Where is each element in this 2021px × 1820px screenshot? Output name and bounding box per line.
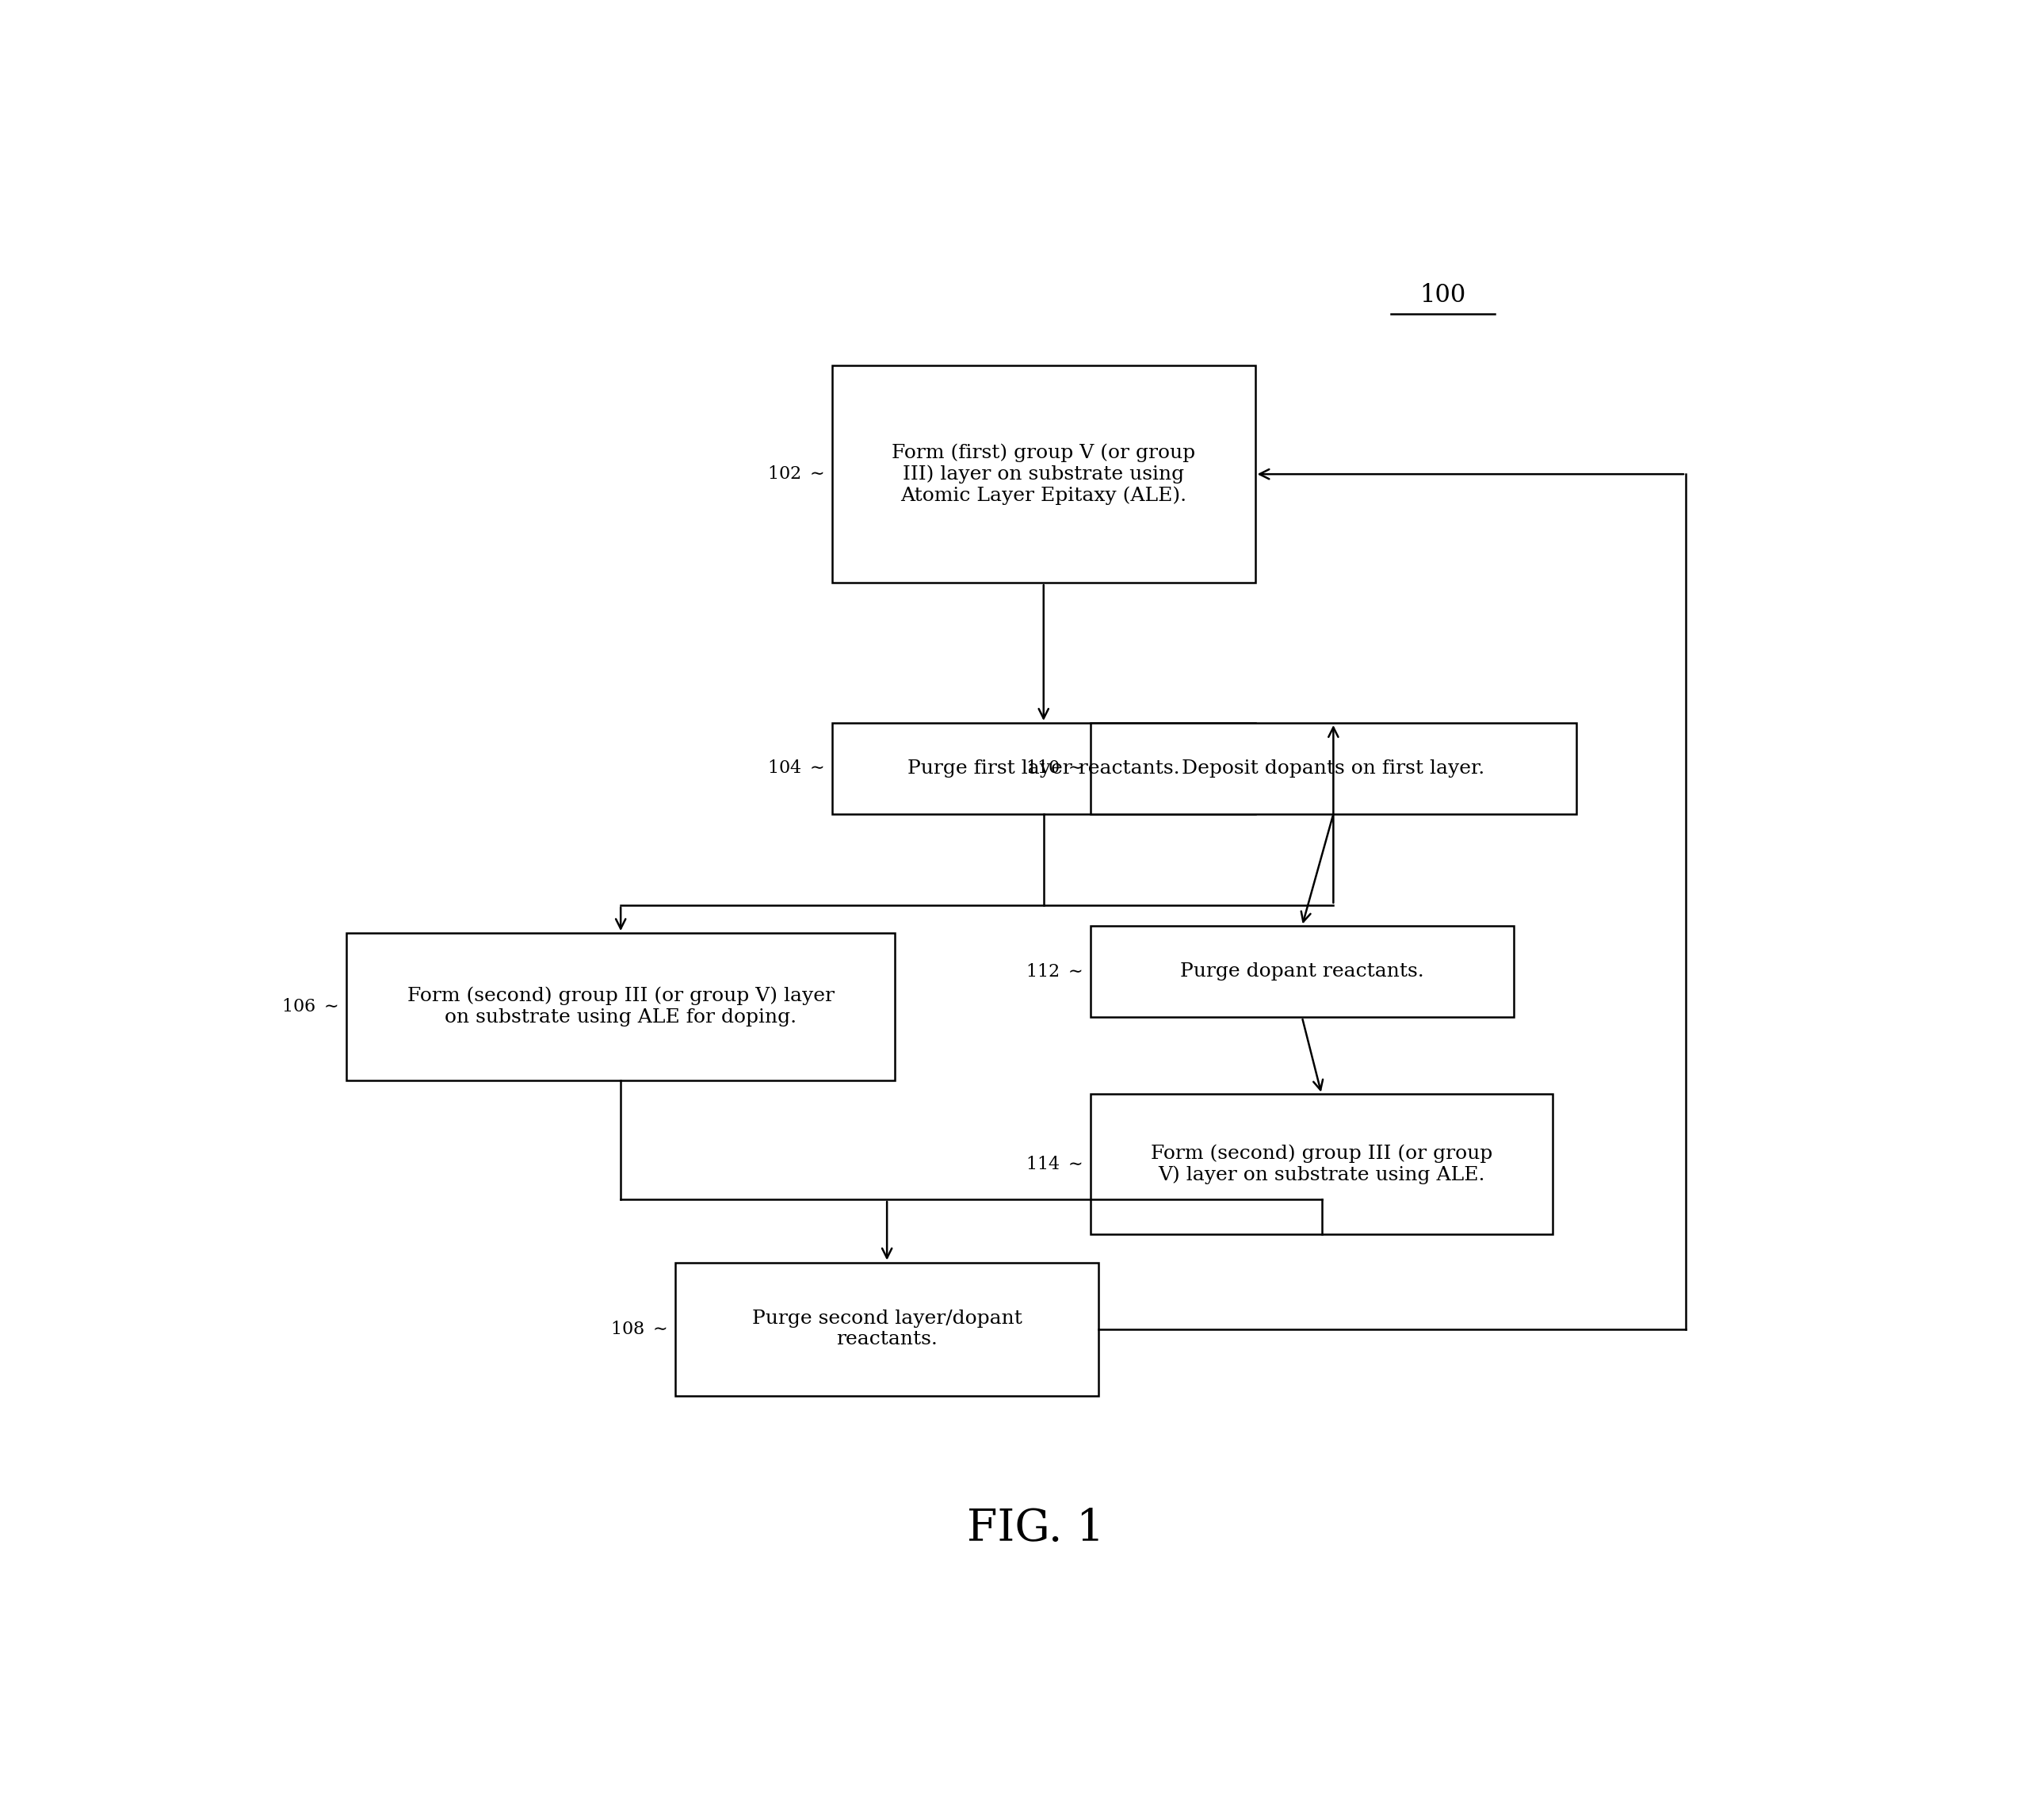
FancyBboxPatch shape (833, 723, 1255, 814)
FancyBboxPatch shape (348, 934, 895, 1081)
Text: FIG. 1: FIG. 1 (968, 1507, 1103, 1551)
Text: 114 $\sim$: 114 $\sim$ (1025, 1156, 1083, 1174)
FancyBboxPatch shape (1091, 926, 1514, 1017)
FancyBboxPatch shape (833, 366, 1255, 582)
Text: 102 $\sim$: 102 $\sim$ (768, 466, 825, 482)
FancyBboxPatch shape (1091, 723, 1576, 814)
Text: Form (second) group III (or group
V) layer on substrate using ALE.: Form (second) group III (or group V) lay… (1150, 1145, 1491, 1185)
Text: Purge second layer/dopant
reactants.: Purge second layer/dopant reactants. (752, 1309, 1023, 1349)
Text: 112 $\sim$: 112 $\sim$ (1025, 963, 1083, 981)
Text: 100: 100 (1421, 284, 1465, 308)
FancyBboxPatch shape (1091, 1094, 1552, 1234)
Text: Purge dopant reactants.: Purge dopant reactants. (1180, 963, 1425, 981)
Text: Form (second) group III (or group V) layer
on substrate using ALE for doping.: Form (second) group III (or group V) lay… (406, 986, 835, 1026)
Text: Deposit dopants on first layer.: Deposit dopants on first layer. (1182, 759, 1485, 777)
Text: 104 $\sim$: 104 $\sim$ (768, 759, 825, 777)
Text: Form (first) group V (or group
III) layer on substrate using
Atomic Layer Epitax: Form (first) group V (or group III) laye… (891, 444, 1194, 506)
FancyBboxPatch shape (675, 1263, 1099, 1396)
Text: 106 $\sim$: 106 $\sim$ (281, 997, 340, 1016)
Text: 110 $\sim$: 110 $\sim$ (1025, 759, 1083, 777)
Text: 108 $\sim$: 108 $\sim$ (610, 1320, 667, 1338)
Text: Purge first layer reactants.: Purge first layer reactants. (907, 759, 1180, 777)
